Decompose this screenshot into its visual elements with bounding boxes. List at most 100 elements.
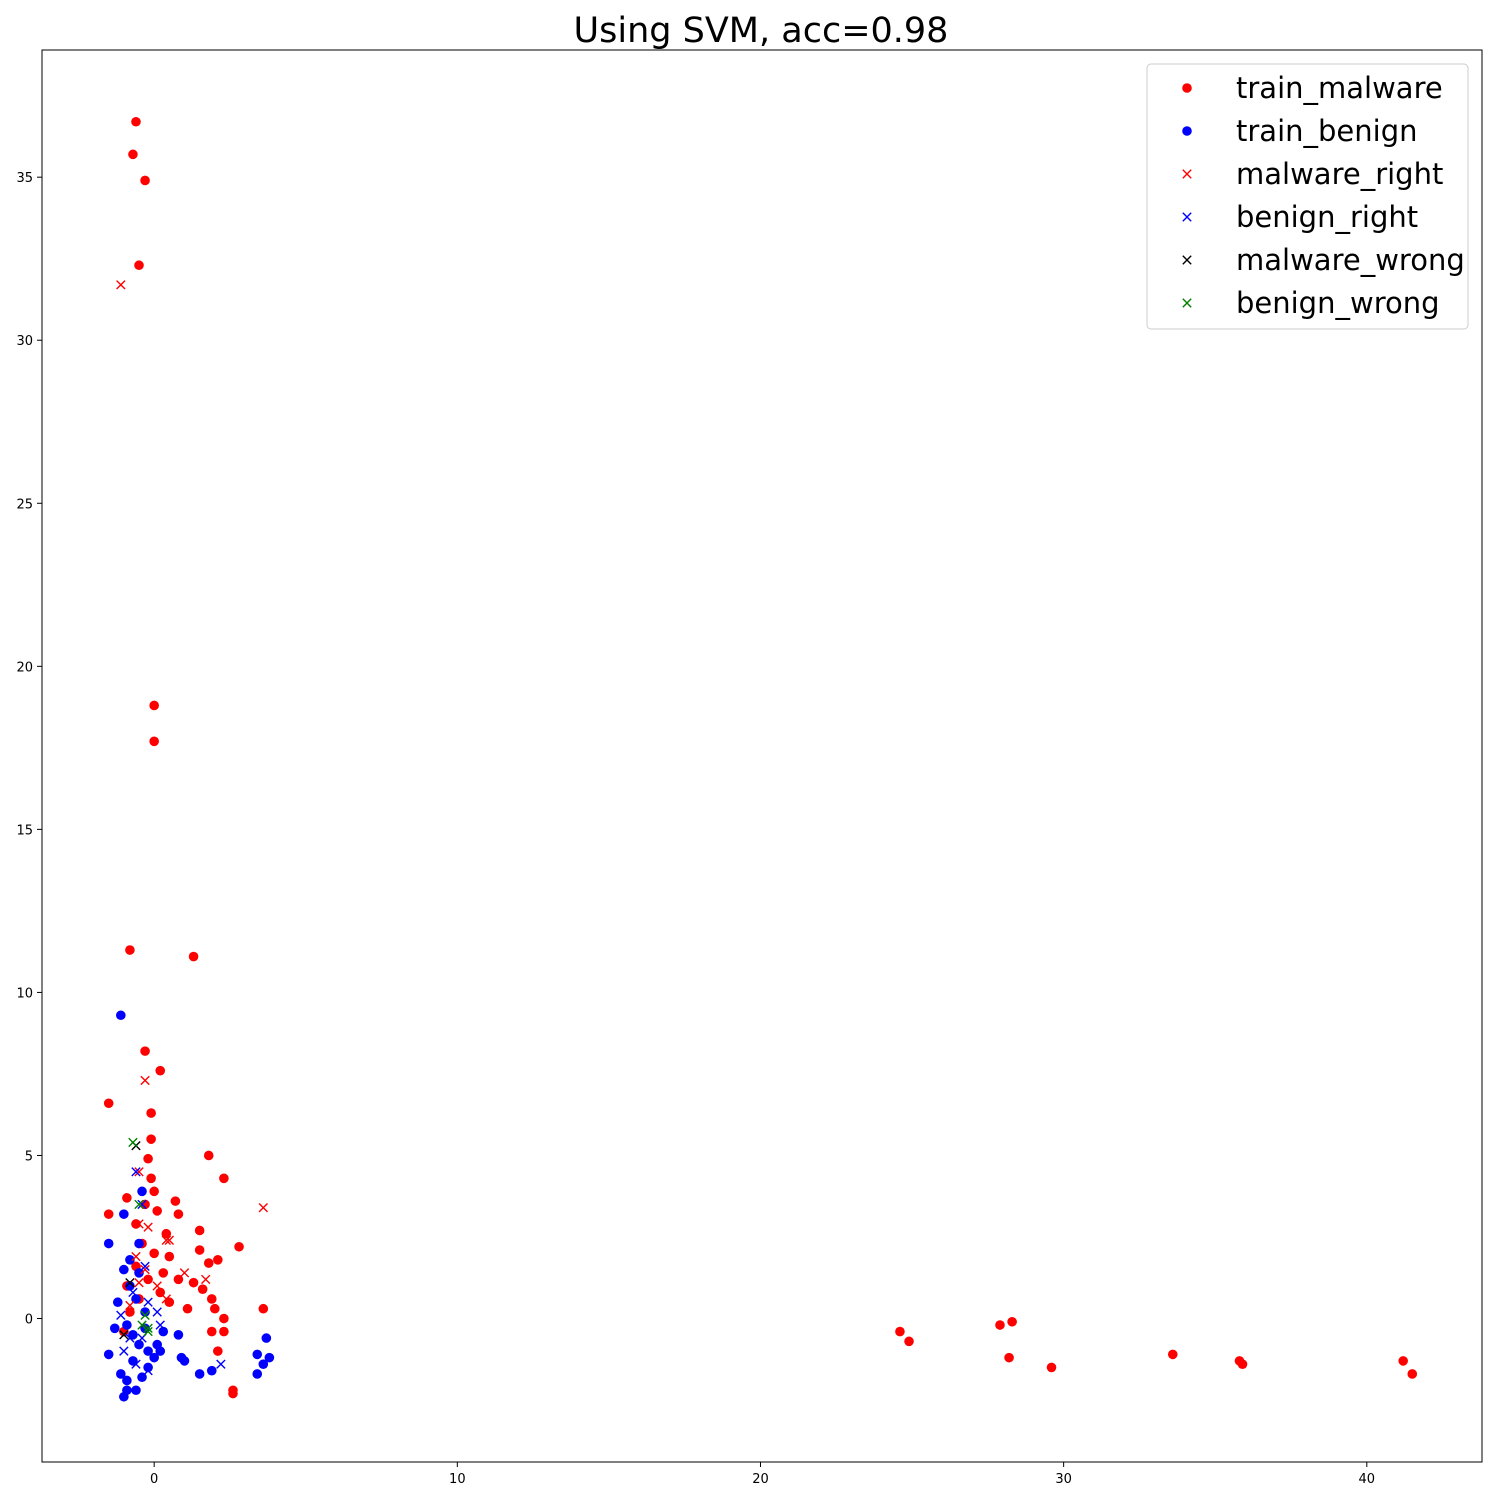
- data-point: [122, 1320, 132, 1330]
- data-point: [194, 1245, 205, 1255]
- data-point: [895, 1326, 905, 1337]
- data-point: [188, 1277, 199, 1288]
- data-point: [131, 116, 141, 127]
- data-point: [219, 1326, 229, 1337]
- data-point: [119, 1330, 129, 1340]
- data-point: [1407, 1369, 1418, 1379]
- data-point: [140, 1307, 150, 1317]
- data-point: [137, 1320, 147, 1330]
- data-point: [264, 1352, 275, 1363]
- legend-marker: [1182, 169, 1192, 179]
- data-point: [143, 1323, 153, 1333]
- x-tick-label: 40: [1359, 1472, 1376, 1487]
- legend-label: benign_wrong: [1236, 286, 1440, 320]
- data-point: [252, 1349, 263, 1360]
- y-tick-label: 20: [16, 660, 33, 675]
- data-point: [122, 1375, 132, 1386]
- data-point: [125, 1300, 135, 1311]
- plot-area-frame: [41, 49, 1483, 1463]
- data-point: [112, 1297, 123, 1308]
- legend-marker: [1182, 298, 1192, 308]
- x-tick-label: 0: [150, 1472, 158, 1487]
- x-tick-label: 20: [752, 1472, 769, 1487]
- data-point: [164, 1235, 175, 1245]
- data-point: [258, 1303, 269, 1314]
- data-point: [140, 1199, 150, 1210]
- y-tick-label: 35: [16, 171, 33, 186]
- series-train_malware: [103, 116, 1418, 1399]
- chart-title: Using SVM, acc=0.98: [574, 11, 949, 51]
- x-tick-label: 30: [1055, 1472, 1072, 1487]
- legend: train_malware train_benign malware_rightbe…: [1146, 63, 1469, 330]
- x-tick-label: 10: [449, 1472, 466, 1487]
- data-point: [146, 1173, 156, 1184]
- data-point: [103, 1349, 114, 1360]
- data-point: [258, 1359, 269, 1369]
- legend-label: malware_right: [1236, 157, 1443, 191]
- data-point: [152, 1206, 162, 1216]
- series-malware_right: [116, 280, 268, 1311]
- data-point: [161, 1294, 171, 1304]
- legend-marker: [1182, 126, 1192, 136]
- data-point: [1398, 1356, 1408, 1366]
- data-point: [234, 1241, 244, 1252]
- data-point: [131, 1359, 141, 1369]
- data-point: [904, 1336, 914, 1347]
- data-point: [143, 1297, 153, 1307]
- y-tick-label: 25: [16, 497, 33, 512]
- data-point: [143, 1222, 153, 1232]
- data-point: [131, 1385, 141, 1396]
- data-point: [149, 1186, 159, 1197]
- data-point: [116, 1369, 126, 1379]
- data-point: [155, 1320, 165, 1330]
- legend-box: [1146, 63, 1469, 330]
- data-point: [252, 1369, 263, 1379]
- data-point: [219, 1173, 229, 1184]
- legend-label: train_malware: [1236, 71, 1443, 105]
- data-point: [125, 1255, 135, 1265]
- data-point: [128, 1137, 138, 1148]
- data-point: [1004, 1352, 1014, 1363]
- data-point: [261, 1333, 272, 1343]
- data-point: [219, 1313, 229, 1324]
- data-point: [182, 1303, 193, 1314]
- data-point: [143, 1365, 153, 1376]
- data-point: [149, 736, 159, 747]
- data-point: [194, 1225, 205, 1236]
- data-point: [188, 951, 199, 962]
- data-point: [146, 1108, 156, 1118]
- data-point: [134, 1277, 144, 1288]
- data-point: [131, 1251, 141, 1262]
- data-point: [149, 700, 159, 711]
- legend-marker: [1182, 212, 1192, 222]
- y-tick-label: 15: [16, 823, 33, 838]
- data-point: [170, 1196, 181, 1206]
- data-point: [206, 1294, 217, 1304]
- plot-points: [103, 116, 1418, 1402]
- data-point: [125, 1277, 135, 1288]
- data-point: [134, 1199, 144, 1210]
- data-point: [206, 1326, 217, 1337]
- data-point: [140, 1261, 150, 1272]
- series-train_benign: [103, 1010, 275, 1402]
- data-point: [155, 1065, 166, 1076]
- data-point: [197, 1284, 208, 1294]
- data-point: [179, 1268, 190, 1278]
- data-point: [201, 1274, 211, 1285]
- data-point: [228, 1388, 238, 1399]
- data-point: [140, 1075, 150, 1086]
- legend-label: malware_wrong: [1236, 243, 1465, 277]
- data-point: [149, 1248, 159, 1259]
- data-point: [116, 1010, 126, 1021]
- data-point: [149, 1352, 159, 1363]
- data-point: [161, 1228, 172, 1239]
- data-point: [143, 1153, 153, 1164]
- data-point: [125, 1281, 135, 1291]
- data-point: [179, 1356, 190, 1366]
- data-point: [134, 1219, 144, 1229]
- data-point: [155, 1346, 166, 1356]
- data-point: [125, 1333, 135, 1343]
- y-tick-label: 30: [16, 334, 33, 349]
- data-point: [116, 1310, 126, 1320]
